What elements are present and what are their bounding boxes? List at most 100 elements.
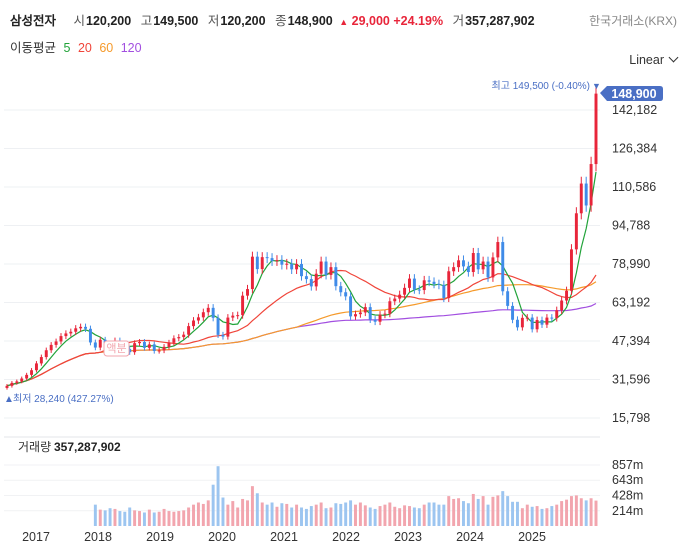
volume-last-value: 357,287,902 [54, 440, 121, 454]
volume-bar [103, 510, 107, 526]
volume-bar [319, 502, 323, 526]
volume-bar [344, 502, 348, 526]
candle [324, 261, 328, 275]
volume-bar [408, 506, 411, 526]
candle [339, 286, 343, 293]
candle [30, 370, 34, 375]
volume-bar [378, 506, 382, 526]
volume-bar [280, 503, 284, 526]
volume-bar [584, 500, 588, 526]
candle [422, 280, 426, 291]
volume-bar [560, 501, 564, 526]
split-marker-box [103, 340, 130, 357]
candle [432, 281, 436, 284]
volume-bar [98, 509, 102, 526]
volume-tick-label: 857m [612, 458, 643, 472]
candle [192, 320, 195, 327]
scale-selector[interactable]: Linear [629, 52, 679, 67]
candle [594, 93, 598, 165]
volume-bar [368, 507, 372, 526]
candle [393, 298, 397, 302]
y-tick-label: 47,394 [612, 334, 650, 348]
y-tick-label: 31,596 [612, 373, 650, 387]
volume-bar [535, 506, 539, 526]
candle [290, 263, 294, 270]
volume-bar [476, 498, 480, 526]
exchange-name: 한국거래소(KRX) [589, 14, 677, 28]
volume-bar [108, 508, 112, 526]
candle [177, 337, 181, 339]
volume-bar [481, 496, 485, 526]
volume-tick-label: 214m [612, 504, 643, 518]
volume-bar [157, 511, 161, 526]
candle [206, 307, 210, 313]
candle [314, 273, 318, 287]
volume-bar [511, 501, 515, 526]
volume-bar [417, 508, 421, 526]
candle [403, 287, 407, 295]
min-marker-icon: ▲ [4, 394, 14, 405]
candle [511, 305, 515, 320]
candle [221, 334, 225, 337]
volume-bar [574, 495, 578, 526]
candle [501, 242, 505, 292]
candle [535, 320, 539, 330]
change-value: 29,000 [351, 14, 390, 28]
y-tick-label: 15,798 [612, 411, 650, 425]
candle [476, 253, 480, 270]
volume-bar [388, 502, 392, 526]
volume-bar [515, 501, 519, 526]
volume-bar [123, 511, 127, 526]
volume-bar [373, 508, 377, 526]
candle [388, 301, 392, 314]
candle [84, 326, 88, 329]
moving-average-legend[interactable]: 이동평균 5 20 60 120 [10, 37, 142, 56]
volume-bar [462, 501, 465, 526]
max-annotation: 최고 149,500 (-0.40%) [492, 80, 590, 92]
volume-bar [442, 504, 446, 526]
volume-bar [206, 500, 210, 526]
volume-bar [138, 511, 141, 526]
candle [540, 320, 544, 325]
change-percent: +24.19% [393, 14, 444, 28]
min-annotation: 최저 28,240 (427.27%) [13, 393, 114, 405]
candle [378, 314, 382, 322]
volume-bar [403, 505, 407, 526]
candle [565, 290, 569, 301]
volume-bar [324, 508, 328, 526]
candle [280, 260, 284, 265]
volume-bar [437, 504, 441, 526]
volume-bar [295, 504, 299, 526]
candle [349, 296, 353, 317]
volume-bar [118, 511, 122, 526]
candle [530, 317, 534, 330]
candle [569, 249, 573, 291]
candle [295, 263, 299, 270]
volume-bar [182, 510, 186, 526]
volume-bar [231, 501, 235, 526]
volume-bar [363, 505, 367, 526]
candle [260, 257, 264, 270]
candle [574, 213, 578, 250]
candle [373, 319, 377, 322]
candle [79, 326, 83, 329]
candle [398, 294, 402, 299]
y-tick-label: 142,182 [612, 103, 657, 117]
volume-bar [427, 502, 431, 526]
volume-bar [221, 497, 225, 526]
x-tick-label: 2019 [146, 530, 174, 544]
volume-bar [250, 486, 254, 526]
candle [157, 350, 161, 352]
candle [584, 183, 588, 206]
candle [579, 183, 583, 214]
volume-value: 357,287,902 [465, 14, 535, 28]
candle [88, 328, 92, 343]
split-marker-label: 액분 [106, 342, 126, 355]
candle [545, 317, 549, 325]
volume-bar [270, 502, 274, 526]
candle [133, 343, 137, 353]
ma-60-label: 60 [99, 41, 114, 55]
volume-bar [589, 498, 593, 526]
candle [589, 164, 593, 206]
